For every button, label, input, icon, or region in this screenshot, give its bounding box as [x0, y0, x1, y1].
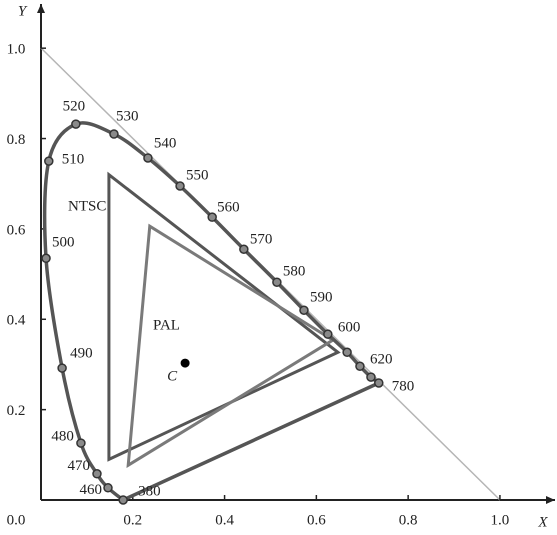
gamut-label: NTSC	[68, 198, 106, 214]
x-tick-label: 0.0	[7, 512, 26, 528]
gamut-triangle	[126, 223, 336, 469]
x-tick-label: 0.6	[307, 512, 326, 528]
locus-point	[374, 378, 384, 388]
locus-point	[272, 277, 282, 287]
wavelength-label: 470	[67, 458, 90, 474]
locus-point	[323, 329, 333, 339]
spectral-locus	[42, 121, 380, 502]
locus-point	[57, 363, 67, 373]
wavelength-label: 510	[62, 152, 85, 168]
locus-point	[207, 212, 217, 222]
locus-point	[355, 361, 365, 372]
y-tick-label: 0.4	[7, 313, 26, 329]
x-tick-label: 1.0	[491, 512, 510, 528]
wavelength-label: 580	[283, 264, 306, 280]
y-axis-label: Y	[18, 3, 28, 19]
gamut-label: PAL	[153, 317, 180, 333]
wavelength-label: 530	[116, 108, 138, 124]
wavelength-label: 540	[154, 135, 177, 151]
wavelength-label: 520	[63, 99, 86, 115]
wavelength-label: 570	[250, 232, 273, 248]
y-tick-label: 0.6	[7, 222, 26, 238]
locus-point	[41, 253, 51, 264]
wavelength-label: 460	[80, 482, 103, 498]
wavelength-label: 600	[338, 320, 361, 336]
locus-point	[71, 119, 81, 129]
locus-point	[118, 495, 128, 505]
locus-point	[92, 469, 102, 479]
x-tick-label: 0.4	[215, 512, 234, 528]
locus-point	[175, 181, 185, 191]
white-point	[180, 358, 190, 368]
y-tick-label: 1.0	[7, 42, 26, 58]
x-tick-label: 0.8	[399, 512, 418, 528]
locus-point	[103, 483, 113, 493]
wavelength-label: 620	[370, 352, 393, 368]
locus-point	[366, 372, 376, 382]
wavelength-label: 590	[310, 290, 333, 306]
wavelength-label: 780	[392, 378, 415, 394]
white-point-label: C	[167, 369, 178, 385]
x-tick-label: 0.2	[123, 512, 142, 528]
wavelength-label: 490	[70, 346, 93, 362]
locus-point	[76, 438, 86, 448]
wavelength-label: 480	[51, 429, 74, 445]
x-axis-label: X	[537, 514, 548, 530]
y-tick-label: 0.2	[7, 403, 26, 419]
wavelength-label: 550	[186, 167, 209, 183]
wavelength-label: 560	[217, 200, 240, 216]
y-tick-label: 0.8	[7, 132, 26, 148]
locus-point	[44, 156, 54, 166]
locus-point	[342, 347, 352, 358]
locus-point	[109, 129, 119, 139]
purple-line	[122, 381, 380, 502]
wavelength-label: 500	[52, 235, 75, 251]
locus-point	[143, 153, 153, 163]
locus-point	[239, 244, 249, 254]
locus-point	[299, 305, 309, 315]
wavelength-label: 380	[138, 483, 161, 499]
